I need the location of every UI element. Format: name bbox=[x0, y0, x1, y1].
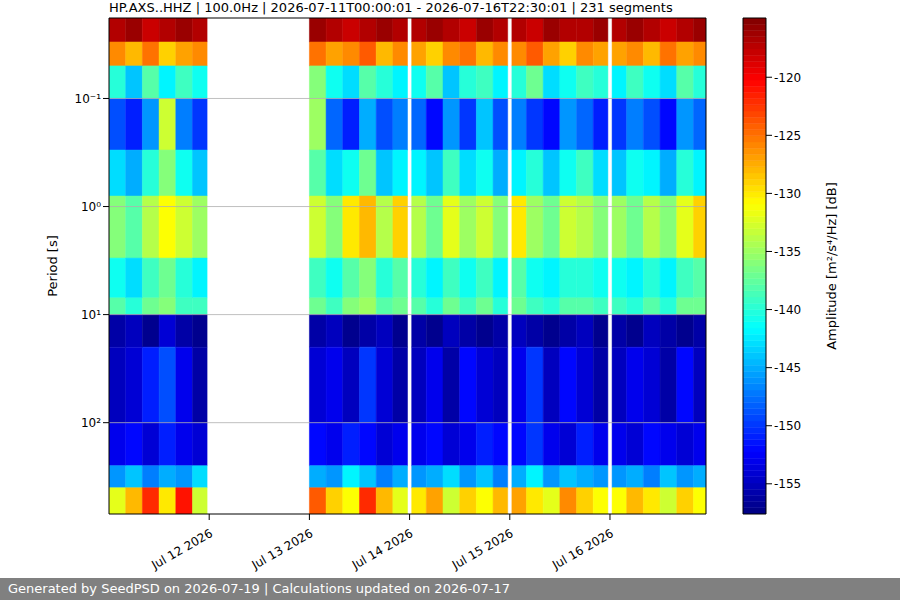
svg-text:10¹: 10¹ bbox=[81, 308, 101, 322]
svg-text:-140: -140 bbox=[774, 303, 801, 317]
svg-text:-155: -155 bbox=[774, 477, 801, 491]
svg-text:-135: -135 bbox=[774, 245, 801, 259]
svg-text:-145: -145 bbox=[774, 361, 801, 375]
svg-text:10²: 10² bbox=[81, 416, 101, 430]
svg-text:10⁰: 10⁰ bbox=[81, 200, 101, 214]
svg-text:-150: -150 bbox=[774, 419, 801, 433]
html-text:HP.AXS..HHZ | 100.0Hz | 2026-0: HP.AXS..HHZ | 100.0Hz | 2026-07-11T00:00… bbox=[109, 0, 673, 15]
svg-text:10⁻¹: 10⁻¹ bbox=[75, 92, 102, 106]
svg-text:-130: -130 bbox=[774, 187, 801, 201]
svg-text:Jul 14 2026: Jul 14 2026 bbox=[349, 526, 416, 573]
svg-text:Jul 13 2026: Jul 13 2026 bbox=[249, 526, 316, 573]
svg-text:Jul 12 2026: Jul 12 2026 bbox=[148, 526, 215, 573]
svg-text:Jul 15 2026: Jul 15 2026 bbox=[449, 526, 516, 573]
html-text:Amplitude [m²/s⁴/Hz] [dB]: Amplitude [m²/s⁴/Hz] [dB] bbox=[824, 182, 839, 350]
html-text:Period [s]: Period [s] bbox=[45, 235, 60, 297]
svg-text:-125: -125 bbox=[774, 129, 801, 143]
html-text:Generated by SeedPSD on 2026-0: Generated by SeedPSD on 2026-07-19 | Cal… bbox=[8, 581, 510, 596]
svg-text:-120: -120 bbox=[774, 71, 801, 85]
svg-text:Jul 16 2026: Jul 16 2026 bbox=[549, 526, 616, 573]
